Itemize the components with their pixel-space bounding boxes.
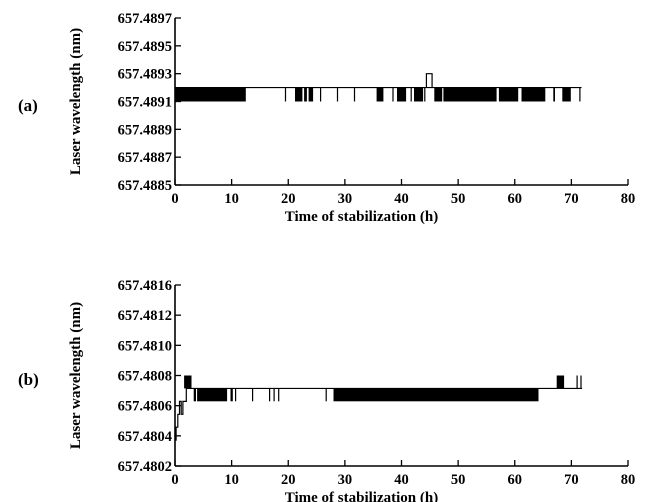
fluctuation-band: [392, 87, 394, 102]
x-tick-label: 60: [508, 472, 523, 488]
fluctuation-band: [269, 388, 271, 402]
fluctuation-band: [230, 388, 233, 402]
fluctuation-band: [579, 87, 581, 102]
panel-b: 657.4802 657.4804 657.4806 657.4808 657.4810…: [18, 278, 635, 502]
fluctuation-band: [424, 87, 426, 102]
x-axis-title: Time of stabilization (h): [285, 209, 438, 225]
x-tick-label: 80: [621, 472, 636, 488]
peak-band: [184, 375, 192, 389]
y-tick-label: 657.4816: [118, 278, 172, 294]
x-tick-label: 10: [224, 191, 239, 207]
x-tick-label: 80: [621, 191, 636, 207]
fluctuation-band: [175, 87, 246, 102]
fluctuation-band: [193, 388, 196, 402]
fluctuation-band: [278, 388, 280, 402]
fluctuation-band: [376, 87, 384, 102]
fluctuation-band: [308, 87, 314, 102]
x-tick-label: 70: [564, 191, 579, 207]
y-axis-title: Laser wavelength (nm): [68, 302, 84, 449]
fluctuation-band: [562, 87, 571, 102]
fluctuation-band: [353, 87, 356, 102]
fluctuation-band: [553, 87, 555, 102]
y-tick-label: 657.4810: [118, 338, 172, 354]
y-tick-label: 657.4802: [118, 459, 172, 475]
y-tick-label: 657.4804: [118, 429, 172, 445]
y-tick-label: 657.4895: [118, 39, 172, 55]
y-tick-label: 657.4808: [118, 369, 172, 385]
panel-label: (b): [18, 370, 39, 389]
y-tick-label: 657.4887: [118, 150, 172, 166]
fluctuation-band: [284, 87, 287, 102]
panel-a: 657.4885 657.4887 657.4889 657.4891 657.4893…: [18, 11, 635, 225]
y-tick-label: 657.4885: [118, 178, 172, 194]
x-tick-label: 40: [394, 191, 409, 207]
peak-band: [556, 375, 565, 389]
fluctuation-band: [434, 87, 443, 102]
spike-trace: [425, 73, 433, 88]
fluctuation-band: [521, 87, 546, 102]
fluctuation-band: [414, 87, 424, 102]
x-tick-label: 50: [451, 191, 466, 207]
y-tick-label: 657.4806: [118, 399, 172, 415]
y-tick-label: 657.4893: [118, 67, 172, 83]
fluctuation-band: [320, 87, 322, 102]
x-tick-label: 50: [451, 472, 466, 488]
fluctuation-band: [410, 87, 412, 102]
peak-band: [580, 375, 582, 389]
y-tick-label: 657.4812: [118, 308, 172, 324]
fluctuation-band: [252, 388, 254, 402]
y-axis-title: Laser wavelength (nm): [68, 28, 84, 175]
fluctuation-band: [397, 87, 407, 102]
peak-band: [576, 375, 578, 389]
panel-label: (a): [18, 96, 38, 115]
fluctuation-band: [443, 87, 497, 102]
x-axis-title: Time of stabilization (h): [285, 490, 438, 502]
x-tick-label: 10: [224, 472, 239, 488]
x-tick-label: 20: [281, 472, 296, 488]
x-tick-label: 20: [281, 191, 296, 207]
x-tick-label: 30: [338, 472, 353, 488]
fluctuation-band: [325, 388, 327, 402]
x-tick-label: 0: [171, 191, 178, 207]
fluctuation-band: [333, 388, 539, 402]
fluctuation-band: [336, 87, 339, 102]
y-tick-label: 657.4897: [118, 11, 172, 27]
y-tick-label: 657.4889: [118, 122, 172, 138]
fluctuation-band: [498, 87, 519, 102]
y-tick-label: 657.4891: [118, 95, 172, 111]
fluctuation-band: [273, 388, 275, 402]
fluctuation-band: [197, 388, 228, 402]
warmup-trace: [175, 388, 187, 441]
x-tick-label: 60: [508, 191, 523, 207]
fluctuation-band: [304, 87, 307, 102]
x-tick-label: 40: [394, 472, 409, 488]
x-tick-label: 0: [171, 472, 178, 488]
x-tick-label: 70: [564, 472, 579, 488]
fluctuation-band: [295, 87, 303, 102]
fluctuation-band: [235, 388, 237, 402]
x-tick-label: 30: [338, 191, 353, 207]
